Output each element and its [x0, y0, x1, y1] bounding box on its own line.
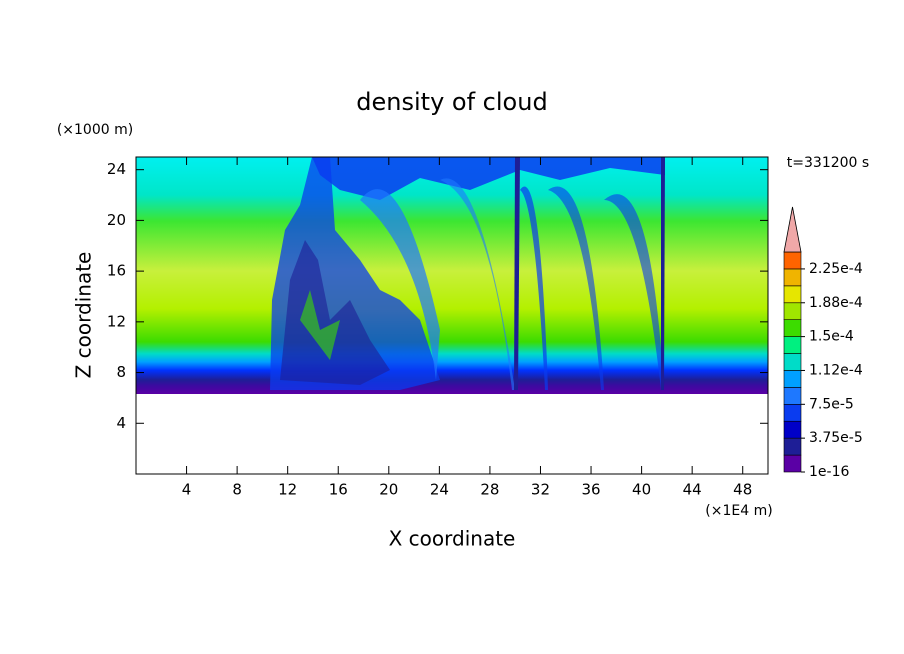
colorbar-box — [783, 370, 802, 388]
x-tick-label: 40 — [632, 481, 651, 499]
colorbar-extend — [783, 206, 802, 253]
colorbar-box — [783, 353, 802, 371]
colorbar-box — [783, 285, 802, 304]
colorbar-tick-label: 2.25e-4 — [809, 261, 863, 277]
y-tick-label: 8 — [116, 363, 126, 381]
x-tick-label: 20 — [379, 481, 398, 499]
x-tick-label: 36 — [581, 481, 600, 499]
x-tick-label: 44 — [683, 481, 702, 499]
colorbar-box — [783, 319, 802, 337]
colorbar-tick-label: 3.75e-5 — [809, 430, 863, 446]
y-tick-label: 16 — [107, 262, 126, 280]
x-tick-label: 8 — [232, 481, 242, 499]
colorbar-box — [783, 251, 802, 270]
y-tick-label: 4 — [116, 414, 126, 432]
colorbar-tick-label: 1e-16 — [809, 464, 849, 480]
colorbar-box — [783, 404, 802, 422]
colorbar-tick-label: 1.12e-4 — [809, 362, 863, 378]
x-tick-label: 24 — [430, 481, 449, 499]
y-tick-label: 12 — [107, 312, 126, 330]
colorbar-box — [783, 454, 802, 473]
x-tick-label: 28 — [480, 481, 499, 499]
plot-frame — [135, 156, 769, 475]
x-tick-label: 16 — [329, 481, 348, 499]
colorbar-box — [783, 387, 802, 405]
y-axis-label: Z coordinate — [72, 252, 96, 379]
y-tick-label: 20 — [107, 211, 126, 229]
y-unit: (×1000 m) — [57, 122, 133, 138]
y-tick-label: 24 — [107, 160, 126, 178]
colorbar-box — [783, 268, 802, 287]
x-tick-label: 48 — [733, 481, 752, 499]
field — [136, 157, 768, 394]
x-unit: (×1E4 m) — [705, 503, 772, 519]
colorbar-box — [783, 437, 802, 456]
colorbar-tick-label: 7.5e-5 — [809, 396, 854, 412]
colorbar-box — [783, 336, 802, 354]
colorbar-box — [783, 302, 802, 320]
colorbar-tick-label: 1.88e-4 — [809, 295, 863, 311]
x-axis-label: X coordinate — [389, 527, 516, 551]
chart-title: density of cloud — [356, 88, 547, 116]
x-tick-label: 4 — [182, 481, 192, 499]
annotation: t=331200 s — [787, 155, 869, 171]
colorbar-tick-label: 1.5e-4 — [809, 329, 854, 345]
x-tick-label: 32 — [531, 481, 550, 499]
colorbar-box — [783, 420, 802, 439]
x-tick-label: 12 — [278, 481, 297, 499]
